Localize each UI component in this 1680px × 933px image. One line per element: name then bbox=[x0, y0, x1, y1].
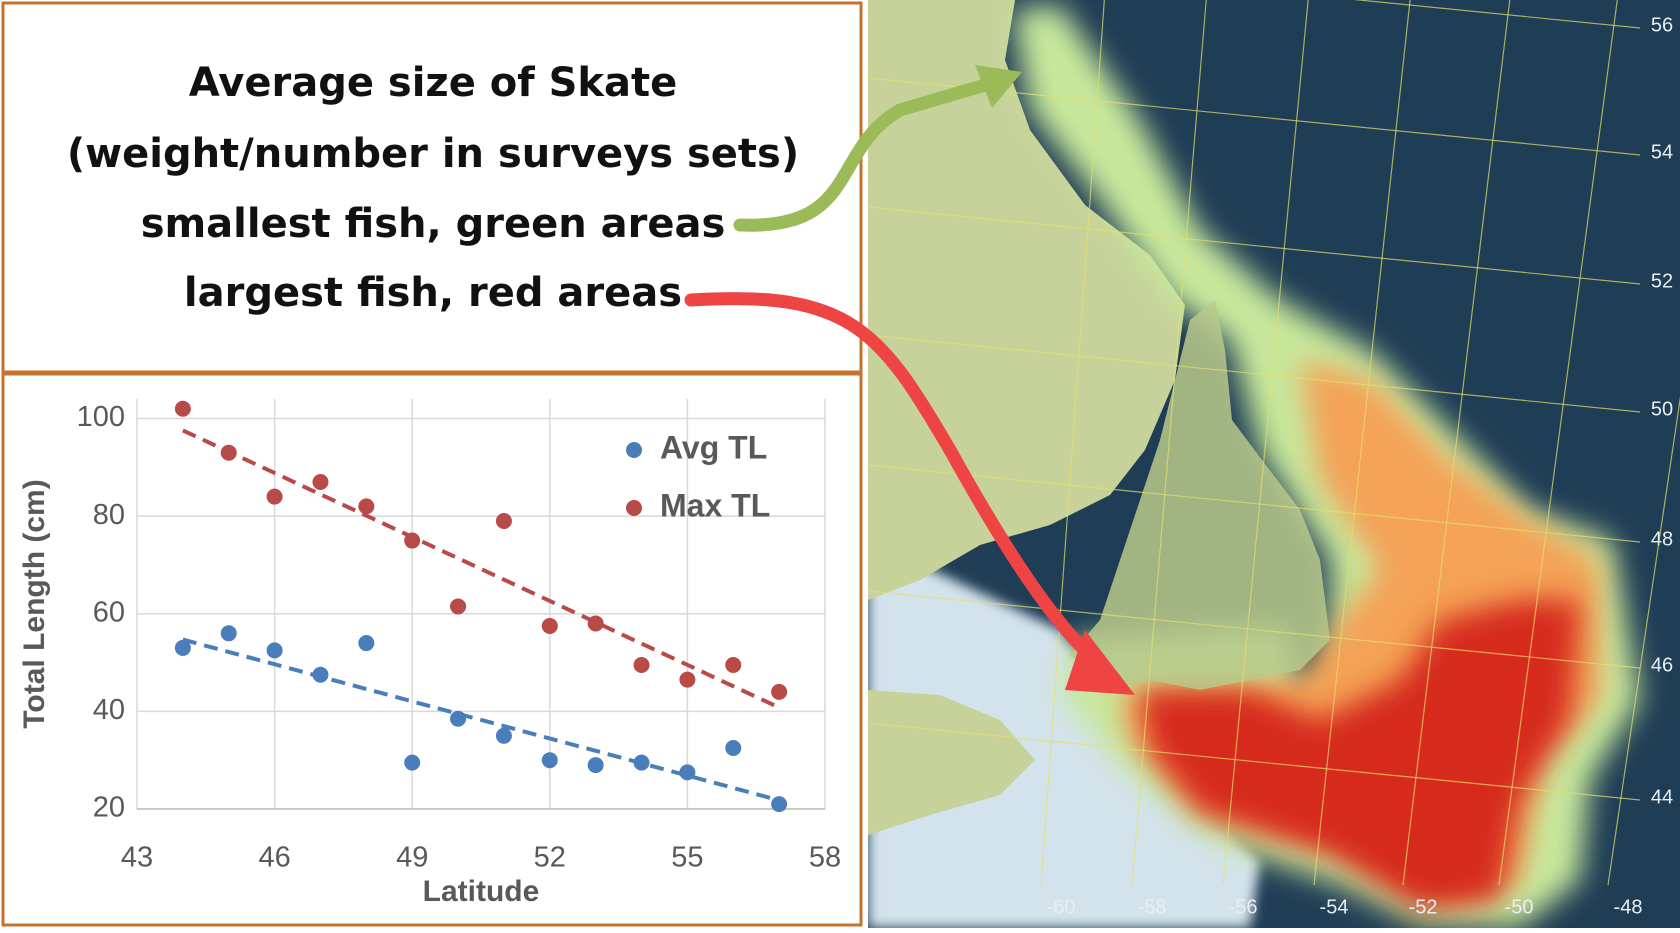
point bbox=[587, 615, 604, 632]
y-tick-label: 60 bbox=[93, 596, 125, 628]
red-arrow bbox=[684, 292, 1102, 667]
point bbox=[725, 657, 742, 674]
x-axis-title: Latitude bbox=[423, 875, 540, 908]
lat-label: 52 bbox=[1651, 270, 1673, 292]
lon-label: -48 bbox=[1614, 896, 1643, 918]
scatter-chart: 20 40 60 80 100 43 46 49 52 55 58 Avg TL Max TL bbox=[77, 399, 841, 874]
point bbox=[358, 635, 375, 652]
y-tick-label: 40 bbox=[93, 694, 125, 726]
point bbox=[312, 473, 329, 490]
point bbox=[266, 488, 283, 505]
point bbox=[220, 625, 237, 642]
x-tick-label: 55 bbox=[671, 842, 703, 874]
map: 56 54 52 50 48 46 44 -60 -58 -56 -54 -52 -50 -48 bbox=[868, 0, 1680, 928]
x-tick-label: 43 bbox=[121, 842, 153, 874]
y-tick-label: 20 bbox=[93, 792, 125, 824]
point bbox=[312, 666, 329, 683]
land-south bbox=[868, 690, 1035, 835]
lon-label: -50 bbox=[1505, 896, 1534, 918]
map-grid-line bbox=[1353, 0, 1641, 29]
point bbox=[679, 671, 696, 688]
point bbox=[404, 754, 421, 771]
map-grid-line bbox=[1607, 395, 1680, 886]
point bbox=[679, 764, 696, 781]
title-line: (weight/number in surveys sets) bbox=[67, 131, 799, 177]
map-grid-line bbox=[868, 590, 1641, 669]
map-grid-line bbox=[1313, 0, 1411, 886]
map-grid-line bbox=[868, 334, 1641, 413]
y-tick-label: 80 bbox=[93, 499, 125, 531]
heat-high bbox=[1140, 600, 1580, 910]
lat-label: 46 bbox=[1651, 654, 1673, 676]
point bbox=[541, 617, 558, 634]
point bbox=[771, 683, 788, 700]
lat-label: 44 bbox=[1651, 786, 1673, 808]
point bbox=[266, 642, 283, 659]
point bbox=[541, 752, 558, 769]
point bbox=[220, 444, 237, 461]
point bbox=[495, 513, 512, 530]
green-arrow bbox=[733, 78, 992, 232]
x-tick-label: 46 bbox=[258, 842, 290, 874]
arrowhead bbox=[975, 65, 1022, 108]
x-tick-label: 52 bbox=[534, 842, 566, 874]
map-grid-line bbox=[1222, 0, 1309, 886]
point bbox=[358, 498, 375, 515]
lon-label: -54 bbox=[1320, 896, 1349, 918]
lat-label: 56 bbox=[1651, 14, 1673, 36]
arrowhead bbox=[1065, 630, 1135, 695]
lat-label: 48 bbox=[1651, 528, 1673, 550]
shelf bbox=[868, 540, 1260, 928]
point bbox=[450, 710, 467, 727]
lon-label: -60 bbox=[1047, 896, 1076, 918]
point bbox=[633, 657, 650, 674]
point bbox=[771, 796, 788, 813]
point bbox=[725, 739, 742, 756]
map-grid-line bbox=[1498, 0, 1618, 886]
chart-panel bbox=[1, 372, 863, 927]
x-tick-label: 58 bbox=[809, 842, 841, 874]
title-line: largest fish, red areas bbox=[184, 270, 682, 316]
point bbox=[633, 754, 650, 771]
point bbox=[495, 727, 512, 744]
text-panel bbox=[1, 1, 863, 374]
point bbox=[174, 639, 191, 656]
x-tick-label: 49 bbox=[396, 842, 428, 874]
legend-marker bbox=[626, 500, 642, 516]
title-line: Average size of Skate bbox=[189, 60, 677, 106]
point bbox=[450, 598, 467, 615]
map-grid-line bbox=[868, 206, 1641, 285]
map-grid-line bbox=[1131, 0, 1207, 886]
lat-label: 50 bbox=[1651, 398, 1673, 420]
lat-label: 54 bbox=[1651, 141, 1673, 163]
legend-label: Avg TL bbox=[660, 429, 767, 465]
lon-label: -56 bbox=[1229, 896, 1258, 918]
title-line: smallest fish, green areas bbox=[141, 201, 726, 247]
map-grid-line bbox=[868, 722, 1641, 801]
island bbox=[1070, 300, 1330, 690]
y-axis-title: Total Length (cm) bbox=[18, 479, 51, 728]
map-grid-line bbox=[868, 464, 1641, 543]
point bbox=[174, 400, 191, 417]
point bbox=[587, 757, 604, 774]
map-grid-line bbox=[1040, 0, 1105, 886]
point bbox=[404, 532, 421, 549]
legend-marker bbox=[626, 442, 642, 458]
lon-label: -52 bbox=[1409, 896, 1438, 918]
lon-label: -58 bbox=[1138, 896, 1167, 918]
y-tick-label: 100 bbox=[77, 401, 125, 433]
legend-label: Max TL bbox=[660, 487, 770, 523]
map-grid-line bbox=[1402, 0, 1511, 886]
